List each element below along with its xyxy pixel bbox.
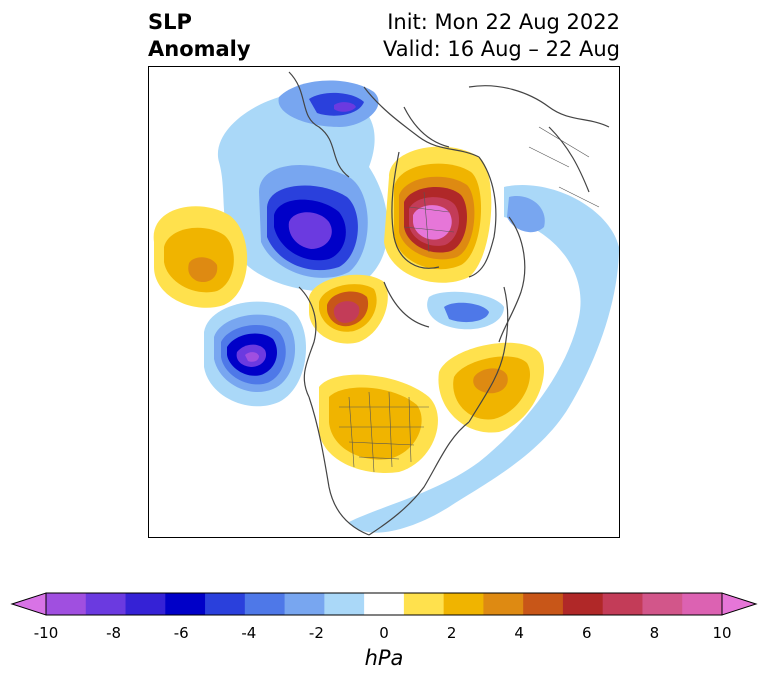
contour-neg-hudson-core — [444, 302, 489, 323]
colorbar-outline — [45, 592, 723, 616]
colorbar-segment — [125, 593, 166, 615]
colorbar-tick-label: 6 — [582, 624, 592, 642]
title-line-1: SLP — [148, 10, 192, 34]
colorbar-segment — [602, 593, 643, 615]
anomaly-map — [148, 66, 620, 538]
colorbar-tick-label: -6 — [173, 624, 189, 642]
colorbar-tick-label: 8 — [649, 624, 660, 642]
colorbar-segment — [443, 593, 484, 615]
colorbar-tick-label: -10 — [33, 624, 59, 642]
colorbar-segment — [85, 593, 127, 615]
colorbar-extend-max — [721, 592, 758, 616]
contour-neg-arctic-inner — [334, 102, 356, 112]
contour-pos-bering-4 — [333, 301, 360, 323]
chart-title: SLP Anomaly — [148, 9, 251, 63]
colorbar-segment — [46, 593, 87, 615]
contour-neg-right-arc — [349, 185, 619, 533]
colorbar-fill — [10, 592, 758, 616]
colorbar-tick-label: 0 — [379, 624, 389, 642]
colorbar-tick-label: -8 — [106, 624, 122, 642]
colorbar-tick-label: 4 — [514, 624, 524, 642]
colorbar-segment — [523, 593, 564, 615]
colorbar-segment — [562, 593, 604, 615]
colorbar-segment — [682, 593, 723, 615]
contour-pos-atlantic-3 — [473, 368, 508, 394]
colorbar-unit: hPa — [364, 646, 404, 670]
colorbar-segment — [165, 593, 206, 615]
colorbar — [10, 592, 758, 616]
contour-neg-greenland-5 — [288, 212, 332, 249]
colorbar-tick-label: 2 — [446, 624, 457, 642]
colorbar-segment — [403, 593, 445, 615]
map-svg — [153, 71, 619, 536]
colorbar-segment — [324, 593, 365, 615]
colorbar-tick-label: 10 — [712, 624, 732, 642]
init-date: Init: Mon 22 Aug 2022 — [387, 10, 620, 34]
colorbar-segment — [483, 593, 524, 615]
colorbar-tick-label: -2 — [308, 624, 324, 642]
colorbar-segment — [642, 593, 683, 615]
date-info: Init: Mon 22 Aug 2022 Valid: 16 Aug – 22… — [383, 9, 620, 63]
colorbar-segment — [205, 593, 246, 615]
valid-range: Valid: 16 Aug – 22 Aug — [382, 37, 620, 61]
colorbar-extend-min — [10, 592, 47, 616]
contour-neg-pacific-6 — [245, 352, 259, 362]
contour-pos-asia-3 — [188, 257, 218, 283]
colorbar-segment — [284, 593, 325, 615]
colorbar-segment — [244, 593, 286, 615]
contour-neg-right-core — [507, 196, 545, 233]
coastlines — [288, 71, 610, 536]
title-line-2: Anomaly — [148, 37, 251, 61]
contour-neg-topleft — [249, 112, 277, 135]
borders — [339, 126, 600, 473]
colorbar-segment — [364, 593, 405, 615]
colorbar-tick-label: -4 — [241, 624, 257, 642]
anomaly-contours — [153, 80, 619, 533]
